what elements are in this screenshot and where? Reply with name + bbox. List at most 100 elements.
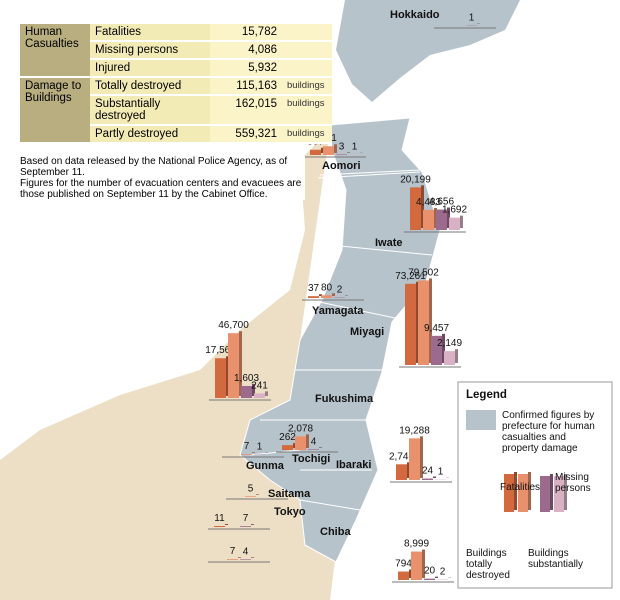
value-label: 5 <box>248 483 254 494</box>
prefecture-name: Chiba <box>320 526 351 538</box>
bar <box>396 464 407 480</box>
prefecture-name: Gunma <box>246 460 285 472</box>
notes: Based on data released by the National P… <box>20 156 305 200</box>
value-label: 7 <box>244 441 250 452</box>
row-unit: buildings <box>282 78 332 94</box>
bar-side <box>347 152 350 153</box>
bar-side <box>252 383 255 396</box>
value-label: 11 <box>214 513 225 524</box>
row-label: Totally destroyed <box>90 78 210 94</box>
row-unit <box>282 24 332 40</box>
bar <box>282 445 293 450</box>
prefecture-name: Tochigi <box>292 453 330 465</box>
value-label: 73,261 <box>395 271 426 282</box>
row-label: Partly destroyed <box>90 126 210 142</box>
value-label: 4 <box>311 436 317 447</box>
bar <box>228 333 239 398</box>
prefecture-name: Miyagi <box>350 326 384 338</box>
bar <box>411 551 422 580</box>
bar <box>409 438 420 480</box>
value-label: 1 <box>438 467 444 478</box>
bar <box>241 454 252 455</box>
bar-side <box>434 207 437 228</box>
bar <box>398 571 409 580</box>
value-label: 46,700 <box>218 320 249 331</box>
value-label: 7 <box>243 513 249 524</box>
bar <box>215 358 226 398</box>
value-label: 37 <box>308 283 320 294</box>
value-label: 2,078 <box>288 423 313 434</box>
bar-side <box>252 452 255 453</box>
prefecture-name: Ibaraki <box>336 459 371 471</box>
bar-side <box>251 557 254 558</box>
prefecture-borders <box>249 171 433 511</box>
value-label: 794 <box>395 559 412 570</box>
bar-side <box>447 207 450 228</box>
bar-side <box>239 331 242 396</box>
value-label: 80 <box>321 282 333 293</box>
prefecture-name: Iwate <box>375 237 403 249</box>
group-title: Human Casualties <box>20 24 90 76</box>
bar-side <box>293 443 296 448</box>
row-value: 162,015 <box>210 96 282 124</box>
row-label: Injured <box>90 60 210 76</box>
bar <box>444 351 455 365</box>
marks: 1Hokkaido30785131Aomori20,1994,4834,6561… <box>205 9 496 583</box>
value-label: 2 <box>337 285 343 296</box>
legend-label: Buildings totally destroyed <box>466 548 510 581</box>
row-unit <box>282 60 332 76</box>
value-label: 17,561 <box>205 345 236 356</box>
bar-side <box>435 576 438 578</box>
row-value: 5,932 <box>210 60 282 76</box>
table-row: Substantially destroyed 162,015 buildings <box>20 96 332 124</box>
bar-side <box>409 569 412 578</box>
row-value: 115,163 <box>210 78 282 94</box>
legend-swatch-side <box>528 472 531 510</box>
bar-side <box>334 144 337 153</box>
bar-side <box>433 476 436 478</box>
table-row: Damage to Buildings Totally destroyed 115,… <box>20 78 332 142</box>
prefecture-name: Fukushima <box>315 393 374 405</box>
bar-side <box>256 494 259 495</box>
legend-region: Confirmed figures by prefecture for human… <box>502 410 595 454</box>
legend-title: Legend <box>466 389 507 401</box>
summary-table: Human Casualties Fatalities 15,782 Missing … <box>20 22 332 144</box>
bar <box>214 526 225 527</box>
bar <box>410 187 421 230</box>
value-label: 79,502 <box>408 267 439 278</box>
value-label: 1 <box>352 142 358 153</box>
value-label: 20,199 <box>400 174 431 185</box>
bar-side <box>442 333 445 363</box>
prefecture-name: Yamagata <box>312 305 364 317</box>
value-label: 19,288 <box>399 425 430 436</box>
bar-side <box>420 436 423 478</box>
bar-side <box>460 215 463 228</box>
row-unit: buildings <box>282 126 332 142</box>
bar <box>310 149 321 155</box>
prefecture-name: Tokyo <box>274 506 306 518</box>
value-label: 2 <box>440 567 446 578</box>
legend-swatch <box>554 476 564 512</box>
bar-side <box>306 434 309 448</box>
bar <box>423 209 434 230</box>
bar <box>308 449 319 450</box>
value-label: 4,483 <box>416 197 441 208</box>
legend-swatch-side <box>564 474 567 510</box>
prefecture-name: Hokkaido <box>390 9 440 21</box>
bar <box>418 280 429 365</box>
hokkaido <box>336 0 520 102</box>
bar-side <box>421 185 424 228</box>
bar <box>321 295 332 298</box>
legend-swatch-side <box>514 472 517 510</box>
table-row: Human Casualties Fatalities 15,782 <box>20 24 332 76</box>
land-unaffected <box>0 130 335 600</box>
bar-side <box>226 356 229 396</box>
bar-side <box>238 557 241 558</box>
bar <box>323 146 334 155</box>
bar <box>240 559 251 560</box>
bar <box>241 385 252 398</box>
value-label: 1,603 <box>234 373 259 384</box>
bar <box>245 496 256 497</box>
prefecture-name: Saitama <box>268 488 311 500</box>
legend-swatch <box>540 476 550 512</box>
